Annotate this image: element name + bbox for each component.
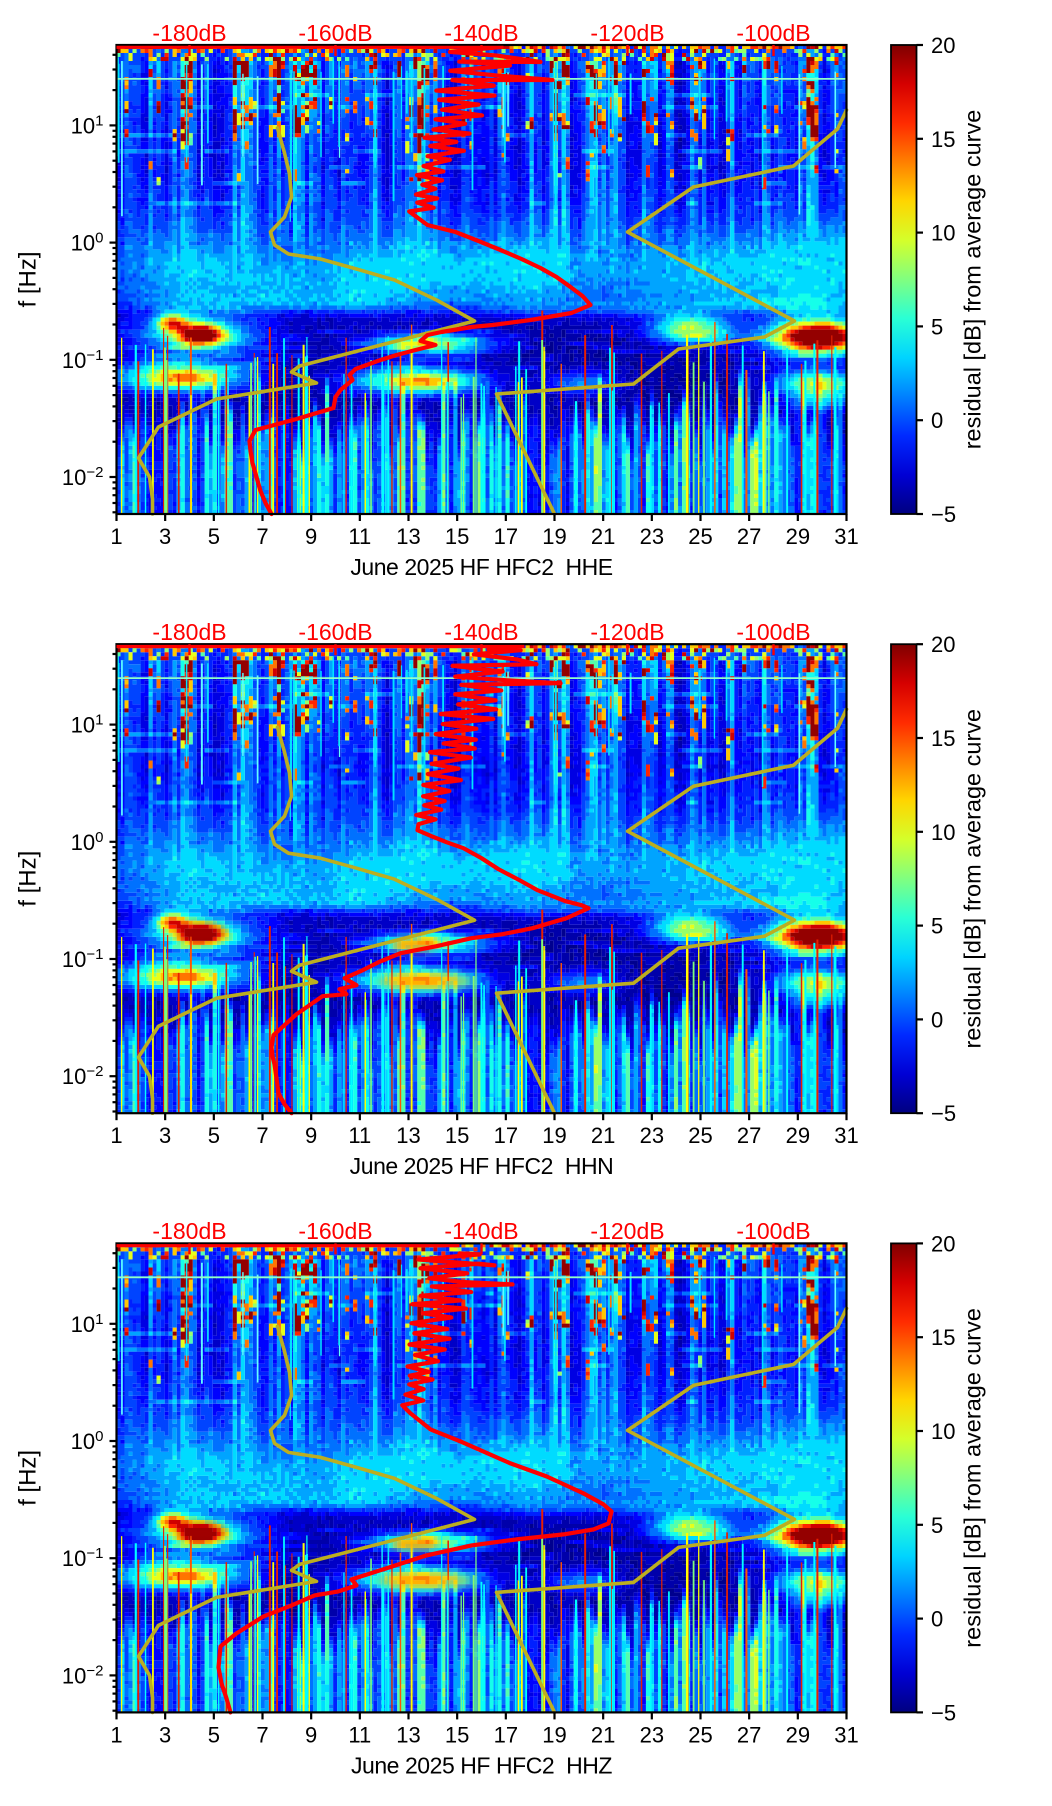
- svg-text:15: 15: [931, 127, 955, 152]
- svg-text:−5: −5: [931, 502, 956, 527]
- svg-text:3: 3: [159, 1722, 171, 1747]
- svg-text:29: 29: [786, 1722, 810, 1747]
- svg-text:21: 21: [591, 1123, 615, 1148]
- svg-text:5: 5: [931, 914, 943, 939]
- svg-text:19: 19: [542, 1123, 566, 1148]
- svg-text:-180dB: -180dB: [152, 20, 226, 46]
- svg-text:5: 5: [931, 1513, 943, 1538]
- svg-text:-160dB: -160dB: [298, 619, 372, 645]
- svg-text:0: 0: [931, 1607, 943, 1632]
- svg-text:9: 9: [305, 1123, 317, 1148]
- svg-text:-140dB: -140dB: [444, 1218, 518, 1244]
- svg-text:-100dB: -100dB: [736, 1218, 810, 1244]
- svg-text:9: 9: [305, 524, 317, 549]
- svg-text:7: 7: [256, 1722, 268, 1747]
- svg-text:5: 5: [208, 524, 220, 549]
- svg-text:June 2025 HF HFC2 HHE: June 2025 HF HFC2 HHE: [350, 554, 612, 580]
- svg-text:13: 13: [396, 1123, 420, 1148]
- svg-text:15: 15: [445, 1123, 469, 1148]
- svg-text:23: 23: [640, 1722, 664, 1747]
- svg-text:0: 0: [931, 408, 943, 433]
- svg-text:7: 7: [256, 524, 268, 549]
- svg-text:15: 15: [931, 1325, 955, 1350]
- svg-text:5: 5: [208, 1123, 220, 1148]
- svg-text:f [Hz]: f [Hz]: [15, 851, 42, 907]
- svg-text:7: 7: [256, 1123, 268, 1148]
- svg-text:15: 15: [445, 524, 469, 549]
- svg-text:−5: −5: [931, 1101, 956, 1126]
- svg-text:-160dB: -160dB: [298, 1218, 372, 1244]
- svg-text:25: 25: [688, 1123, 712, 1148]
- svg-text:-180dB: -180dB: [152, 1218, 226, 1244]
- svg-text:-120dB: -120dB: [590, 20, 664, 46]
- svg-text:1: 1: [110, 1722, 122, 1747]
- svg-text:27: 27: [737, 1123, 761, 1148]
- svg-text:-120dB: -120dB: [590, 619, 664, 645]
- svg-text:20: 20: [931, 1231, 955, 1256]
- svg-text:June 2025 HF HFC2 HHZ: June 2025 HF HFC2 HHZ: [351, 1752, 612, 1778]
- svg-text:13: 13: [396, 1722, 420, 1747]
- svg-text:10: 10: [931, 221, 955, 246]
- svg-text:20: 20: [931, 632, 955, 657]
- svg-text:5: 5: [931, 314, 943, 339]
- svg-text:20: 20: [931, 33, 955, 58]
- svg-text:-100dB: -100dB: [736, 619, 810, 645]
- svg-text:-100dB: -100dB: [736, 20, 810, 46]
- svg-text:residual [dB] from average cur: residual [dB] from average curve: [960, 1308, 986, 1648]
- svg-text:1: 1: [110, 1123, 122, 1148]
- svg-text:25: 25: [688, 524, 712, 549]
- svg-text:residual [dB] from average cur: residual [dB] from average curve: [960, 709, 986, 1049]
- svg-text:29: 29: [786, 524, 810, 549]
- svg-text:-160dB: -160dB: [298, 20, 372, 46]
- svg-text:10: 10: [931, 820, 955, 845]
- svg-text:19: 19: [542, 524, 566, 549]
- svg-text:27: 27: [737, 1722, 761, 1747]
- svg-text:27: 27: [737, 524, 761, 549]
- svg-text:residual [dB] from average cur: residual [dB] from average curve: [960, 110, 986, 450]
- svg-text:June 2025 HF HFC2 HHN: June 2025 HF HFC2 HHN: [350, 1153, 614, 1179]
- svg-text:−5: −5: [931, 1700, 956, 1725]
- svg-text:17: 17: [494, 1123, 518, 1148]
- svg-text:5: 5: [208, 1722, 220, 1747]
- svg-text:21: 21: [591, 1722, 615, 1747]
- svg-text:f [Hz]: f [Hz]: [15, 1450, 42, 1506]
- svg-text:10: 10: [931, 1419, 955, 1444]
- svg-text:11: 11: [348, 1722, 371, 1747]
- svg-text:31: 31: [834, 1123, 858, 1148]
- svg-text:11: 11: [348, 524, 371, 549]
- svg-text:-140dB: -140dB: [444, 20, 518, 46]
- svg-text:19: 19: [542, 1722, 566, 1747]
- svg-text:10−1: 10−1: [62, 1545, 104, 1571]
- svg-text:3: 3: [159, 524, 171, 549]
- svg-text:17: 17: [494, 1722, 518, 1747]
- svg-text:11: 11: [348, 1123, 371, 1148]
- svg-text:17: 17: [494, 524, 518, 549]
- svg-text:15: 15: [931, 726, 955, 751]
- svg-text:-120dB: -120dB: [590, 1218, 664, 1244]
- svg-text:13: 13: [396, 524, 420, 549]
- svg-text:1: 1: [110, 524, 122, 549]
- svg-text:31: 31: [834, 524, 858, 549]
- svg-text:3: 3: [159, 1123, 171, 1148]
- svg-text:23: 23: [640, 524, 664, 549]
- svg-text:-140dB: -140dB: [444, 619, 518, 645]
- svg-text:31: 31: [834, 1722, 858, 1747]
- svg-text:21: 21: [591, 524, 615, 549]
- svg-text:29: 29: [786, 1123, 810, 1148]
- svg-text:15: 15: [445, 1722, 469, 1747]
- svg-text:23: 23: [640, 1123, 664, 1148]
- svg-text:25: 25: [688, 1722, 712, 1747]
- svg-text:0: 0: [931, 1007, 943, 1032]
- svg-text:f [Hz]: f [Hz]: [15, 251, 42, 307]
- svg-text:9: 9: [305, 1722, 317, 1747]
- svg-text:10−2: 10−2: [62, 464, 104, 490]
- svg-text:-180dB: -180dB: [152, 619, 226, 645]
